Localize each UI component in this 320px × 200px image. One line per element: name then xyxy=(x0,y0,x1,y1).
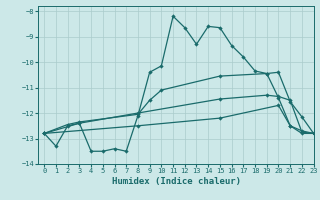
X-axis label: Humidex (Indice chaleur): Humidex (Indice chaleur) xyxy=(111,177,241,186)
